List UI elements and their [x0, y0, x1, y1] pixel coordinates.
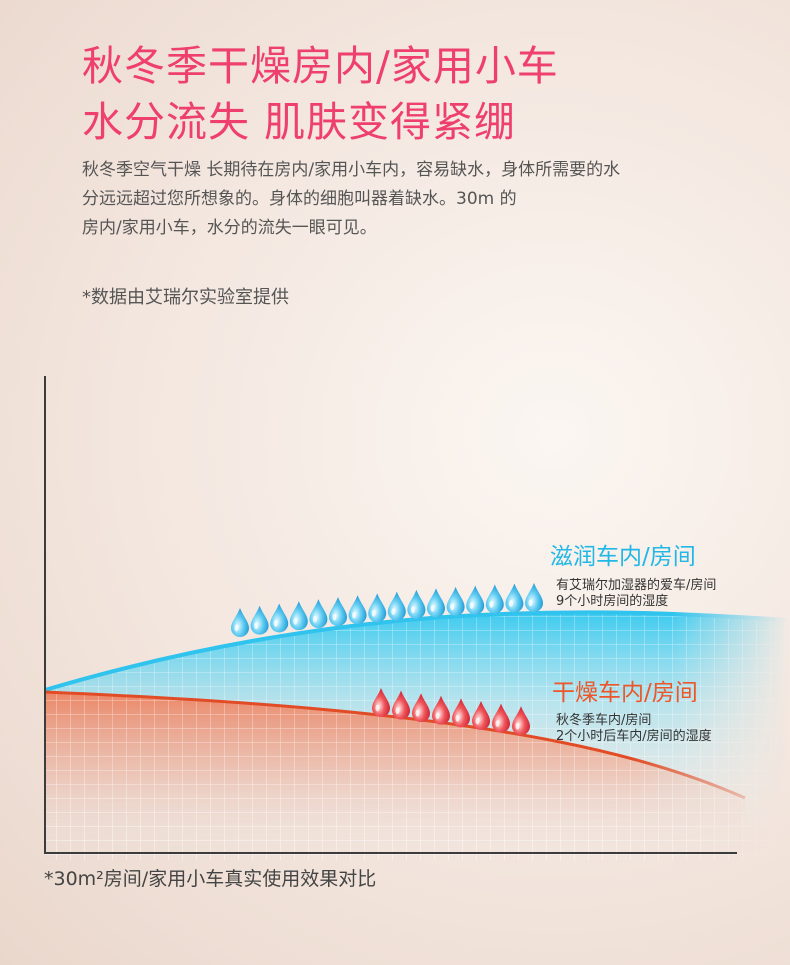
headline-line-2: 水分流失 肌肤变得紧绷 — [82, 98, 517, 146]
blue-water-drop-icon — [348, 595, 367, 625]
dry-series-description: 秋冬季车内/房间 2个小时后车内/房间的湿度 — [556, 713, 712, 745]
blue-water-drop-icon — [368, 593, 387, 623]
intro-line-3: 房内/家用小车，水分的流失一眼可见。 — [82, 218, 377, 238]
headline-line-1: 秋冬季干燥房内/家用小车 — [82, 42, 559, 90]
comparison-footnote: *30m²房间/家用小车真实使用效果对比 — [44, 868, 377, 890]
blue-water-drop-icon — [466, 585, 485, 615]
moist-series-description: 有艾瑞尔加湿器的爱车/房间 9个小时房间的湿度 — [556, 578, 716, 610]
intro-paragraph: 秋冬季空气干燥 长期待在房内/家用小车内，容易缺水，身体所需要的水 分远远超过您… — [82, 156, 762, 243]
moist-desc-line-1: 有艾瑞尔加湿器的爱车/房间 — [556, 578, 717, 593]
moist-desc-line-2: 9个小时房间的湿度 — [556, 594, 669, 609]
blue-water-drop-icon — [329, 597, 347, 627]
dry-series-title: 干燥车内/房间 — [552, 680, 698, 706]
blue-water-drop-icon — [525, 583, 543, 612]
intro-line-2: 分远远超过您所想象的。身体的细胞叫器着缺水。30m 的 — [82, 189, 517, 209]
intro-line-1: 秋冬季空气干燥 长期待在房内/家用小车内，容易缺水，身体所需要的水 — [82, 160, 621, 180]
blue-water-drop-icon — [446, 586, 465, 616]
dry-desc-line-1: 秋冬季车内/房间 — [556, 713, 652, 728]
blue-water-drop-icon — [289, 601, 308, 631]
moist-series-title: 滋润车内/房间 — [550, 544, 696, 570]
blue-water-drop-icon — [231, 608, 249, 637]
humidity-comparison-illustration — [44, 376, 790, 860]
blue-water-drop-icon — [250, 605, 269, 635]
blue-water-drop-icon — [485, 584, 504, 614]
blue-water-drop-icon — [309, 599, 328, 629]
blue-water-drop-icon — [505, 583, 524, 613]
dry-area — [44, 690, 746, 860]
dry-desc-line-2: 2个小时后车内/房间的湿度 — [556, 729, 712, 744]
blue-water-drop-icon — [407, 589, 426, 619]
data-source-note: *数据由艾瑞尔实验室提供 — [82, 287, 289, 308]
blue-water-drop-icon — [270, 603, 289, 633]
blue-water-drop-icon — [427, 588, 445, 618]
blue-water-drop-icon — [387, 591, 406, 621]
